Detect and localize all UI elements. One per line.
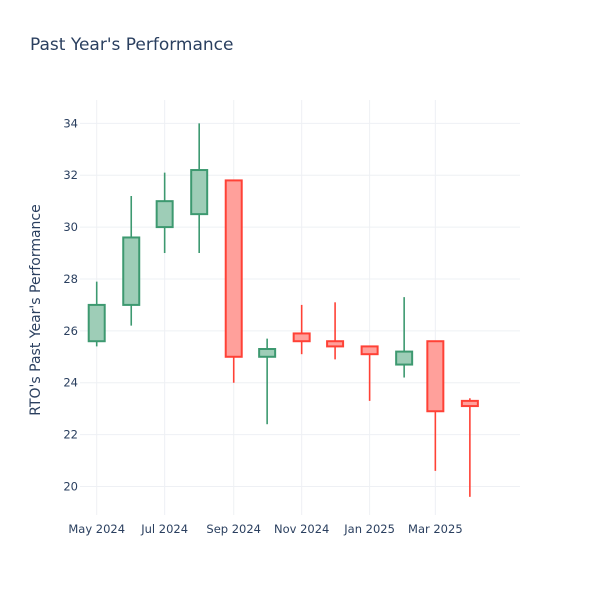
candle (190, 123, 209, 254)
y-tick-label: 32 (63, 168, 78, 182)
y-tick-label: 24 (63, 376, 78, 390)
candle (460, 398, 479, 497)
candle-body (224, 179, 243, 358)
candle (326, 302, 345, 360)
candle-body (395, 350, 414, 366)
candle (155, 172, 174, 254)
candle-body (426, 340, 445, 413)
candle (360, 345, 379, 401)
candle (87, 281, 106, 347)
x-axis-ticks: May 2024 Jul 2024 Sep 2024 Nov 2024 Jan 2025… (68, 522, 462, 536)
grid-lines (80, 100, 520, 515)
x-tick-label: Jul 2024 (140, 522, 188, 536)
y-tick-label: 28 (63, 272, 78, 286)
x-tick-label: Sep 2024 (206, 522, 261, 536)
candle-body (460, 399, 479, 408)
candle (224, 179, 243, 383)
candle (395, 297, 414, 378)
candle (258, 338, 277, 425)
y-tick-label: 34 (63, 116, 78, 130)
candle-body (258, 348, 277, 358)
y-axis-ticks: 20 22 24 26 28 30 32 34 (63, 116, 78, 493)
x-tick-label: May 2024 (68, 522, 125, 536)
candle-body (292, 332, 311, 343)
y-tick-label: 30 (63, 220, 78, 234)
x-tick-label: Jan 2025 (343, 522, 395, 536)
candle-body (360, 345, 379, 356)
x-tick-label: Mar 2025 (408, 522, 463, 536)
candle-body (155, 200, 174, 229)
y-tick-label: 26 (63, 324, 78, 338)
x-tick-label: Nov 2024 (274, 522, 329, 536)
y-tick-label: 20 (63, 479, 78, 493)
chart-title: Past Year's Performance (30, 35, 234, 55)
candle (426, 340, 445, 471)
candle-body (190, 169, 209, 216)
candle-body (122, 236, 141, 306)
y-tick-label: 22 (63, 428, 78, 442)
candle (122, 195, 141, 326)
candles (87, 123, 479, 497)
candle-body (326, 340, 345, 348)
candle-body (87, 303, 106, 343)
candle (292, 304, 311, 355)
y-axis-label: RTO's Past Year's Performance (28, 204, 44, 415)
